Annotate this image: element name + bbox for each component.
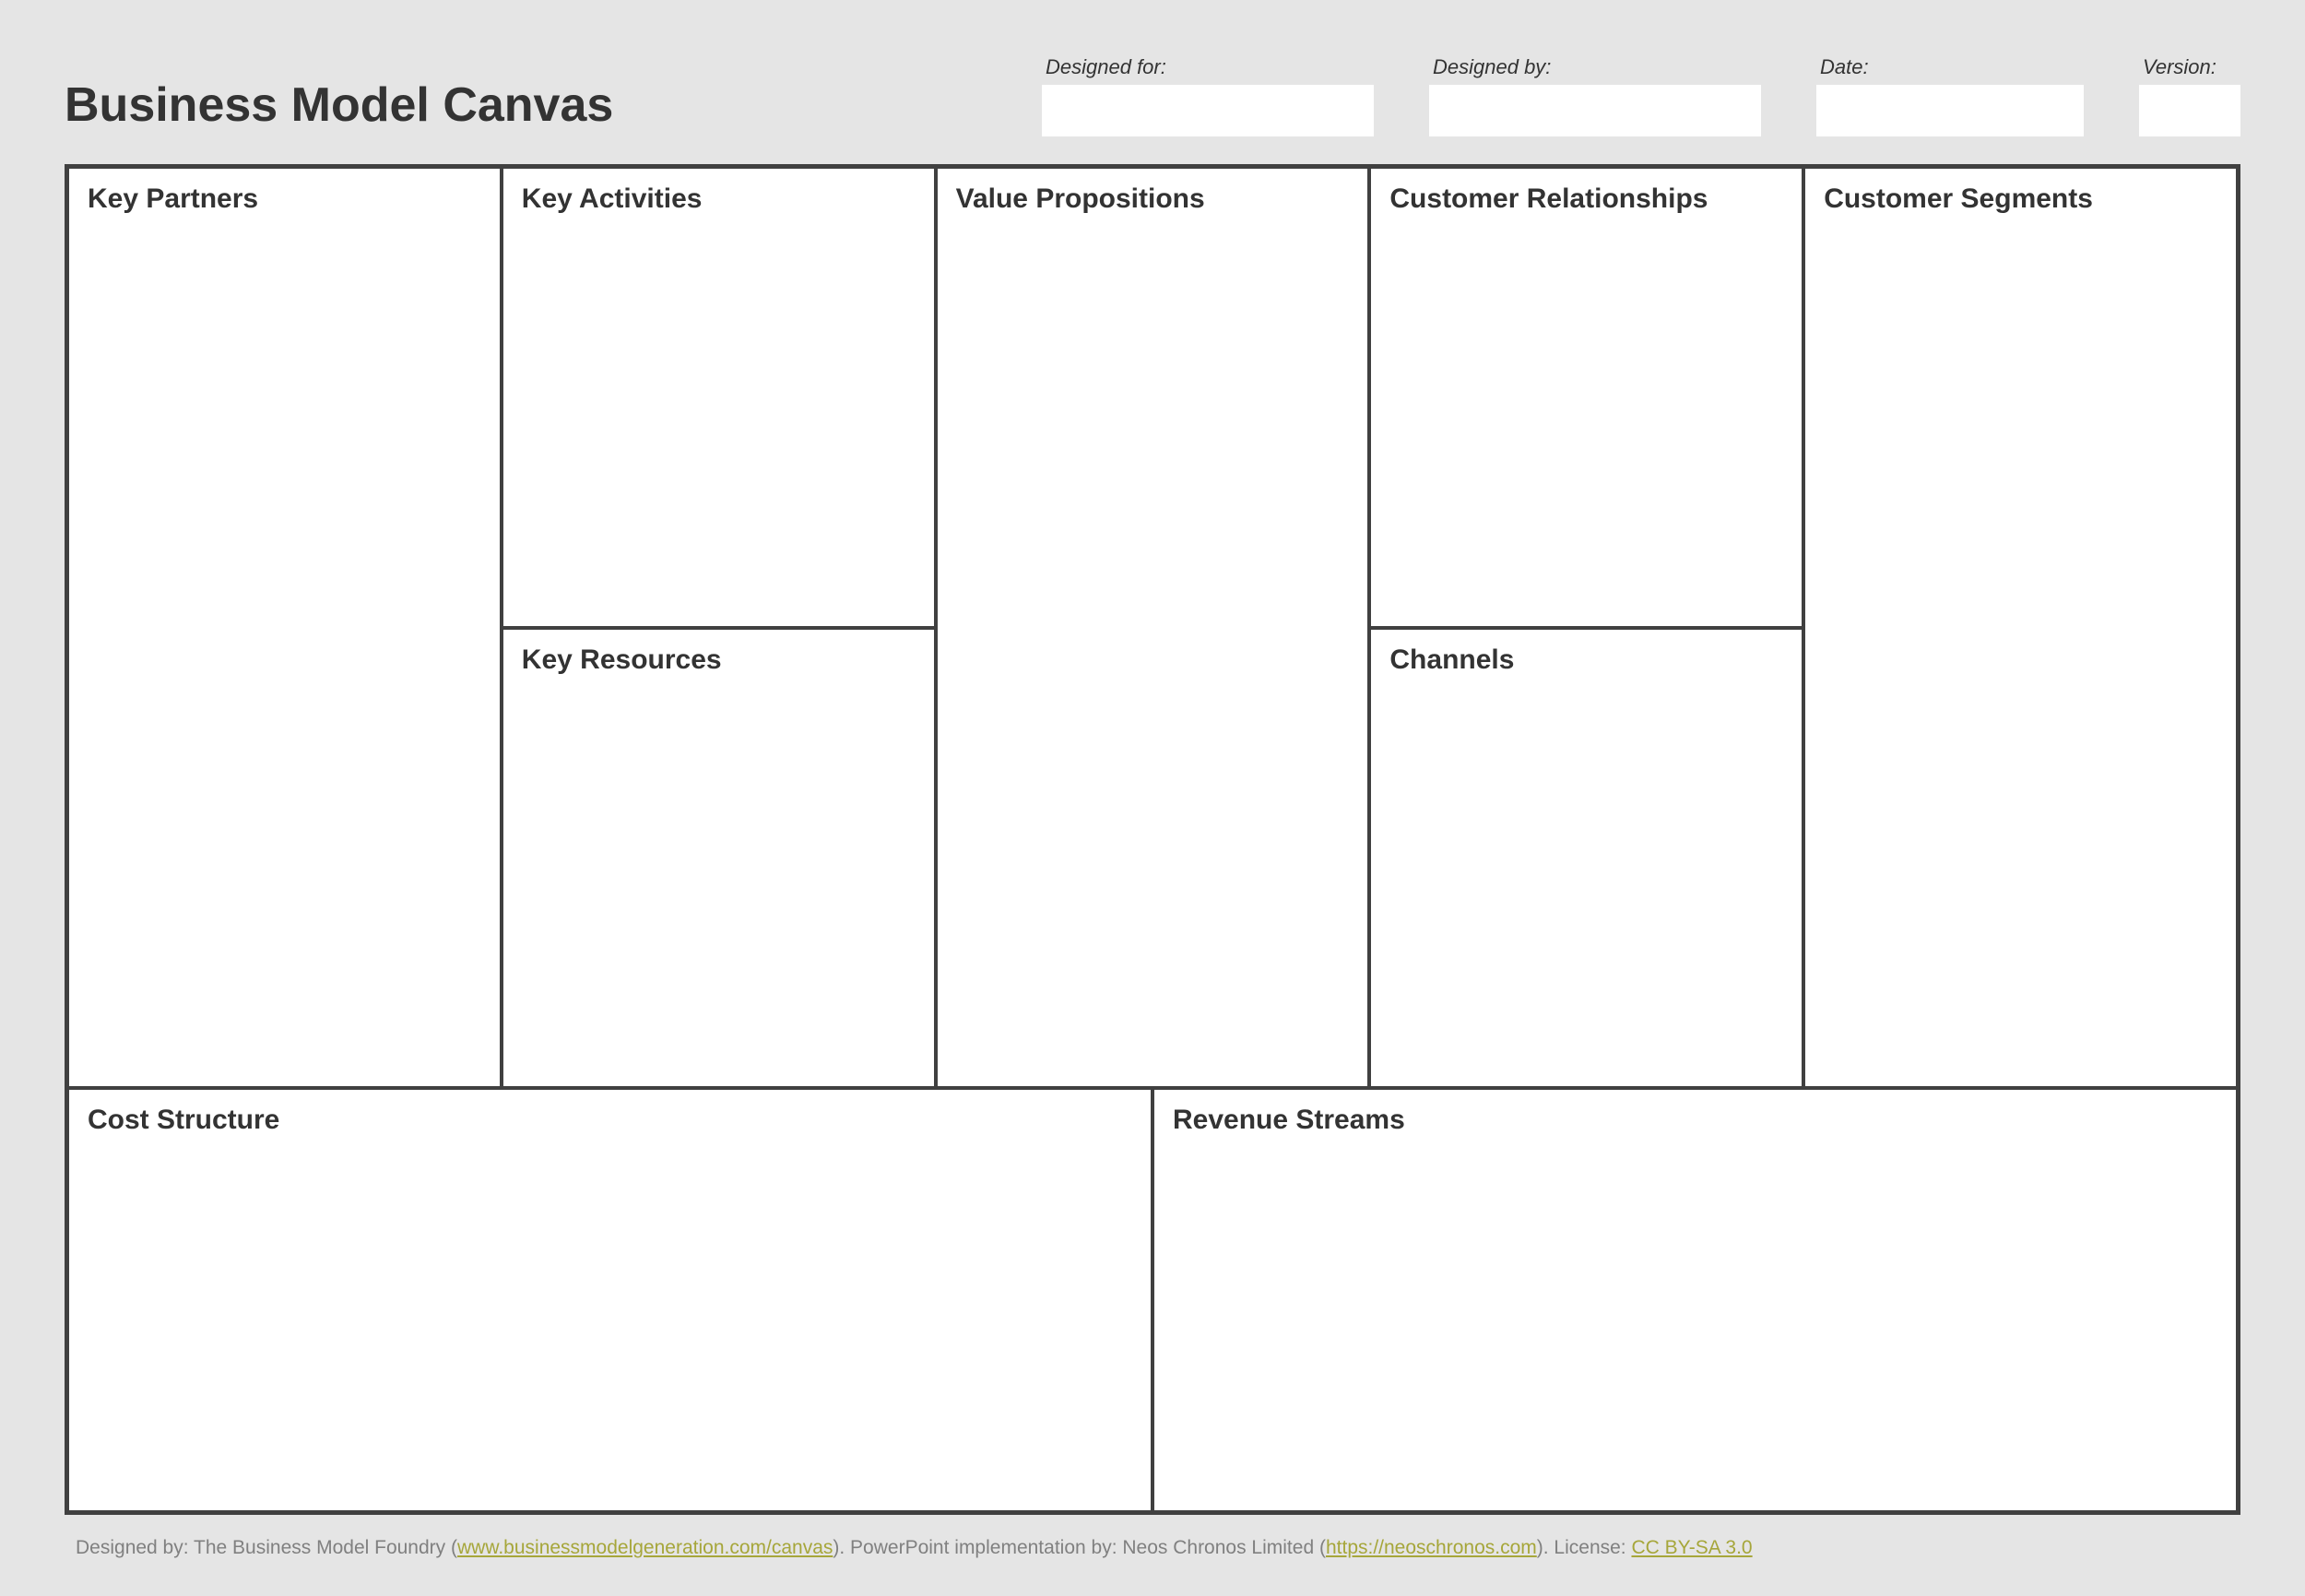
meta-fields: Designed for: Designed by: Date: Version…: [650, 55, 2240, 136]
cell-key-activities: Key Activities: [502, 167, 936, 628]
cell-cost-structure-title: Cost Structure: [88, 1105, 1132, 1136]
meta-designed-for: Designed for:: [1042, 55, 1374, 136]
meta-version: Version:: [2139, 55, 2240, 136]
page-title: Business Model Canvas: [65, 77, 613, 136]
cell-channels: Channels: [1369, 628, 1803, 1089]
meta-date: Date:: [1816, 55, 2084, 136]
meta-designed-for-input[interactable]: [1042, 85, 1374, 136]
cell-customer-relationships-title: Customer Relationships: [1389, 183, 1783, 215]
meta-designed-by-input[interactable]: [1429, 85, 1761, 136]
cell-key-partners: Key Partners: [67, 167, 502, 1088]
cell-cost-structure: Cost Structure: [67, 1088, 1152, 1512]
footer-link-license[interactable]: CC BY-SA 3.0: [1631, 1537, 1752, 1558]
footer-text-1: Designed by: The Business Model Foundry …: [76, 1537, 457, 1558]
footer-link-bmg[interactable]: www.businessmodelgeneration.com/canvas: [457, 1537, 833, 1558]
meta-designed-for-label: Designed for:: [1042, 55, 1374, 79]
canvas-grid: Key Partners Key Activities Key Resource…: [65, 164, 2240, 1515]
cell-key-resources-title: Key Resources: [522, 644, 916, 676]
meta-designed-by-label: Designed by:: [1429, 55, 1761, 79]
meta-version-label: Version:: [2139, 55, 2240, 79]
meta-date-label: Date:: [1816, 55, 2084, 79]
cell-customer-segments-title: Customer Segments: [1824, 183, 2217, 215]
cell-key-partners-title: Key Partners: [88, 183, 481, 215]
footer-attribution: Designed by: The Business Model Foundry …: [65, 1515, 2240, 1559]
cell-customer-segments: Customer Segments: [1803, 167, 2238, 1088]
business-model-canvas-page: Business Model Canvas Designed for: Desi…: [0, 0, 2305, 1596]
footer-link-neoschronos[interactable]: https://neoschronos.com: [1326, 1537, 1537, 1558]
cell-revenue-streams-title: Revenue Streams: [1173, 1105, 2217, 1136]
cell-value-propositions-title: Value Propositions: [956, 183, 1350, 215]
meta-designed-by: Designed by:: [1429, 55, 1761, 136]
meta-date-input[interactable]: [1816, 85, 2084, 136]
cell-channels-title: Channels: [1389, 644, 1783, 676]
cell-customer-relationships: Customer Relationships: [1369, 167, 1803, 628]
header-row: Business Model Canvas Designed for: Desi…: [65, 55, 2240, 136]
footer-text-2: ). PowerPoint implementation by: Neos Ch…: [833, 1537, 1326, 1558]
cell-value-propositions: Value Propositions: [936, 167, 1370, 1088]
cell-key-activities-title: Key Activities: [522, 183, 916, 215]
footer-text-3: ). License:: [1537, 1537, 1632, 1558]
meta-version-input[interactable]: [2139, 85, 2240, 136]
cell-key-resources: Key Resources: [502, 628, 936, 1089]
cell-revenue-streams: Revenue Streams: [1152, 1088, 2238, 1512]
